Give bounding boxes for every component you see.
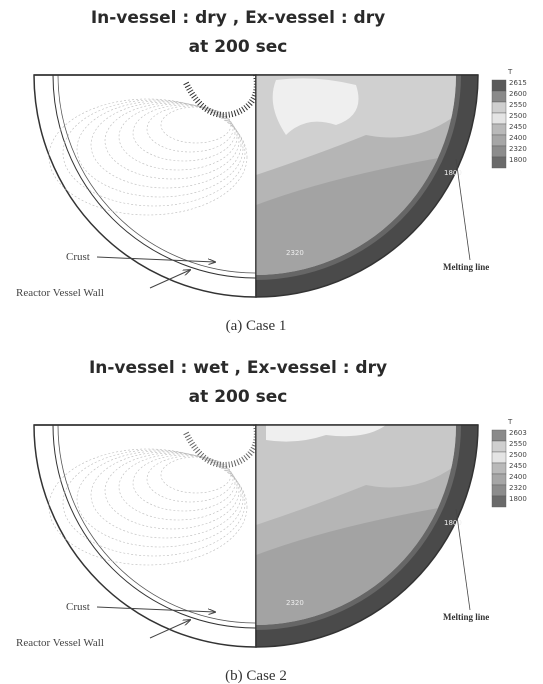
panel: In-vessel : wet , Ex-vessel : dry at 200 …	[16, 358, 527, 684]
crust-line	[57, 74, 257, 274]
legend-swatch	[491, 484, 507, 497]
legend-swatch	[491, 134, 507, 147]
crust-line	[57, 424, 257, 624]
flow-vector	[132, 454, 236, 512]
flow-vortex	[183, 74, 260, 118]
legend-label: 2550	[509, 101, 527, 109]
legend-label: 2550	[509, 440, 527, 448]
legend-label: 2400	[509, 473, 527, 481]
legend-label: 2500	[509, 112, 527, 120]
field-upper	[256, 425, 456, 525]
flow-vector	[90, 101, 242, 189]
legend-swatch	[491, 429, 507, 442]
flow-vector	[118, 453, 238, 521]
contour-label: 2320	[286, 599, 304, 607]
legend-label: 2450	[509, 123, 527, 131]
flow-vector	[146, 105, 234, 153]
flow-vector	[104, 452, 240, 530]
wall-line	[52, 424, 257, 629]
flow-vector	[146, 455, 234, 503]
flow-vector	[48, 448, 248, 566]
legend-swatch	[491, 495, 507, 508]
crust-label: Crust	[66, 251, 90, 263]
legend-label: 2450	[509, 462, 527, 470]
flow-vortex	[183, 424, 260, 468]
legend-label: 2603	[509, 429, 527, 437]
legend-label: 2600	[509, 90, 527, 98]
legend-label: 2400	[509, 134, 527, 142]
legend-swatch	[491, 123, 507, 136]
field-hot	[266, 425, 386, 442]
legend-title: T	[507, 68, 513, 76]
flow-vector	[62, 449, 246, 557]
crust-arrow	[96, 256, 215, 262]
panel: In-vessel : dry , Ex-vessel : dry at 200 …	[16, 8, 527, 334]
wall-line	[52, 74, 257, 279]
flow-vector	[132, 104, 236, 162]
legend-label: 1800	[509, 495, 527, 503]
legend-title: T	[507, 418, 513, 426]
legend-swatch	[491, 451, 507, 464]
legend-label: 2500	[509, 451, 527, 459]
melting-line-label: Melting line	[443, 262, 489, 272]
legend-swatch	[491, 473, 507, 486]
melting-line-label: Melting line	[443, 612, 489, 622]
melting-pointer	[455, 508, 471, 611]
legend-swatch	[491, 156, 507, 169]
wall-label: Reactor Vessel Wall	[16, 287, 104, 299]
legend-swatch	[491, 79, 507, 92]
panel-caption: (a) Case 1	[226, 318, 287, 334]
vessel-left	[33, 74, 257, 298]
flow-vector	[104, 102, 240, 180]
panel-title: In-vessel : dry , Ex-vessel : dry	[91, 8, 385, 28]
legend-label: 1800	[509, 156, 527, 164]
legend-swatch	[491, 90, 507, 103]
legend-swatch	[491, 112, 507, 125]
crust-arrow	[96, 606, 215, 612]
melting-pointer	[455, 158, 471, 261]
legend-swatch	[491, 145, 507, 158]
legend-label: 2615	[509, 79, 527, 87]
flow-vector	[76, 450, 244, 548]
legend-swatch	[491, 440, 507, 453]
vessel-left	[33, 424, 257, 648]
wall-arrow	[149, 620, 190, 639]
legend-label: 2320	[509, 484, 527, 492]
legend-swatch	[491, 101, 507, 114]
panel-caption: (b) Case 2	[225, 668, 287, 684]
legend-label: 2320	[509, 145, 527, 153]
legend-swatch	[491, 462, 507, 475]
flow-vector	[76, 100, 244, 198]
crust-label: Crust	[66, 601, 90, 613]
contour-label: 1800	[444, 519, 462, 527]
flow-vector	[62, 99, 246, 207]
panel-title: In-vessel : wet , Ex-vessel : dry	[89, 358, 387, 378]
panel-title: at 200 sec	[189, 387, 288, 407]
flow-vector	[48, 98, 248, 216]
contour-label: 2320	[286, 249, 304, 257]
panel-title: at 200 sec	[189, 37, 288, 57]
field-hot	[272, 78, 359, 135]
wall-arrow	[149, 270, 190, 289]
flow-vector	[90, 451, 242, 539]
wall-label: Reactor Vessel Wall	[16, 637, 104, 649]
flow-vector	[118, 103, 238, 171]
contour-label: 1800	[444, 169, 462, 177]
